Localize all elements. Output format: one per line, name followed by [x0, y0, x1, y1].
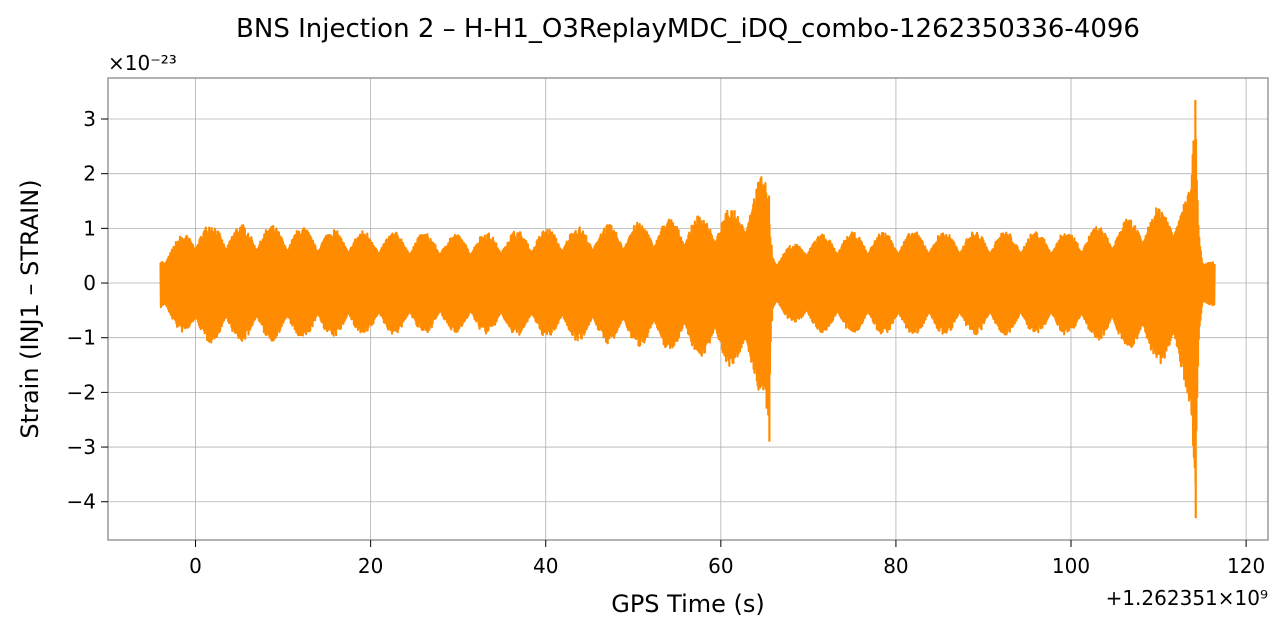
y-tick-label: 1 — [83, 216, 96, 240]
x-tick-label: 40 — [533, 554, 558, 578]
x-tick-label: 0 — [189, 554, 202, 578]
y-tick-label: −1 — [67, 326, 96, 350]
y-tick-label: −2 — [67, 380, 96, 404]
y-scale-factor-label: ×10⁻²³ — [108, 51, 177, 75]
y-axis-label: Strain (INJ1 – STRAIN) — [16, 179, 44, 438]
y-tick-label: 0 — [83, 271, 96, 295]
strain-series-line — [159, 99, 1216, 519]
chart-title: BNS Injection 2 – H-H1_O3ReplayMDC_iDQ_c… — [236, 14, 1140, 44]
x-axis-label: GPS Time (s) — [611, 590, 765, 618]
x-tick-label: 20 — [358, 554, 383, 578]
x-offset-label: +1.262351×10⁹ — [1106, 586, 1268, 610]
y-tick-label: 3 — [83, 107, 96, 131]
x-tick-label: 80 — [883, 554, 908, 578]
y-tick-label: 2 — [83, 162, 96, 186]
y-tick-label: −4 — [67, 490, 96, 514]
x-tick-label: 100 — [1052, 554, 1090, 578]
y-ticks: 3 2 1 0 −1 −2 −3 −4 — [67, 107, 108, 514]
plot-frame — [107, 77, 1269, 541]
x-tick-label: 60 — [708, 554, 733, 578]
x-tick-label: 120 — [1227, 554, 1265, 578]
series-group — [159, 99, 1216, 519]
y-tick-label: −3 — [67, 435, 96, 459]
x-ticks: 0 20 40 60 80 100 120 — [189, 540, 1265, 578]
